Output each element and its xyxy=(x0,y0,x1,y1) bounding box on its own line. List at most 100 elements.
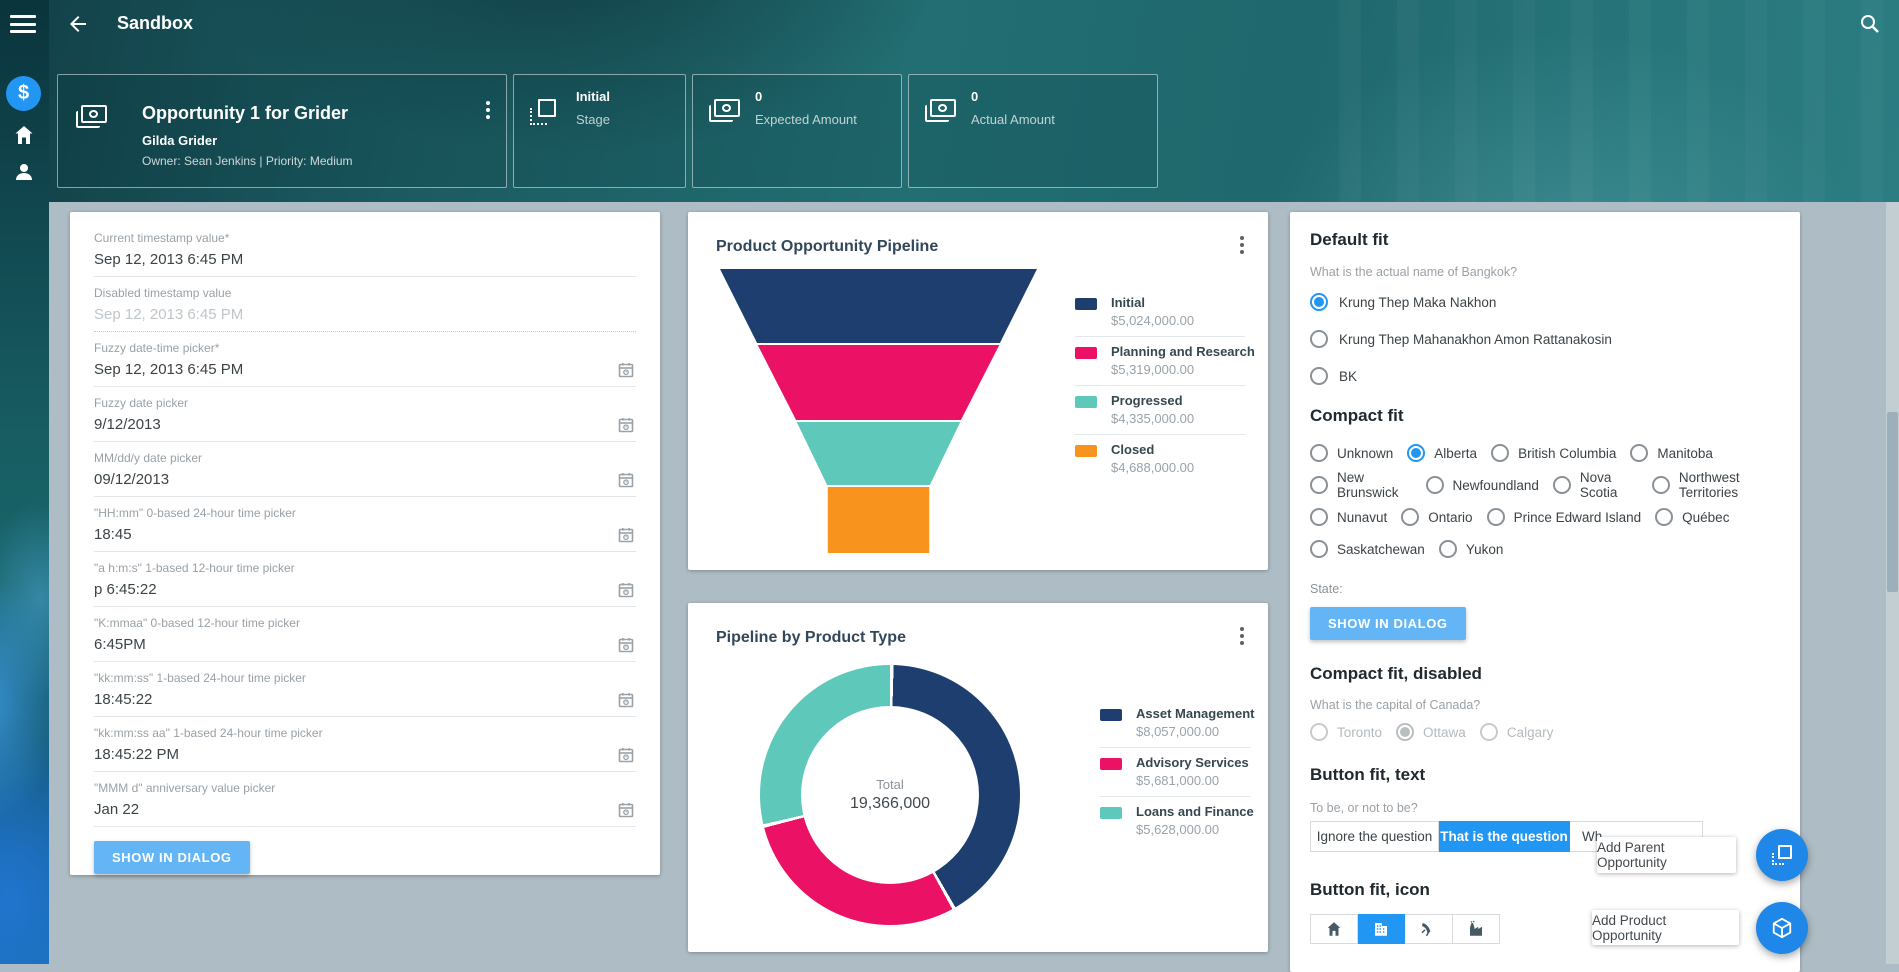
donut-chart[interactable]: Total 19,366,000 xyxy=(760,665,1020,925)
radio-ottawa: Ottawa xyxy=(1396,721,1466,743)
picker-label: MM/dd/y date picker xyxy=(94,451,203,465)
compact-fit-disabled-heading: Compact fit, disabled xyxy=(1310,664,1482,683)
radio-krung-thep-mahanakhon[interactable]: Krung Thep Mahanakhon Amon Rattanakosin xyxy=(1310,327,1780,351)
radio-nova-scotia[interactable]: Nova Scotia xyxy=(1552,470,1638,500)
calendar-icon[interactable] xyxy=(618,472,634,488)
person-icon[interactable] xyxy=(12,160,36,184)
radio-prince-edward-island[interactable]: Prince Edward Island xyxy=(1486,506,1641,528)
back-arrow-icon[interactable] xyxy=(66,12,90,36)
calendar-icon[interactable] xyxy=(618,692,634,708)
calendar-icon[interactable] xyxy=(618,637,634,653)
home-icon[interactable] xyxy=(12,123,36,147)
legend-item[interactable]: Advisory Services $5,681,000.00 xyxy=(1100,747,1250,796)
show-in-dialog-button[interactable]: SHOW IN DIALOG xyxy=(1310,607,1466,640)
picker-value[interactable]: Sep 12, 2013 6:45 PM xyxy=(94,251,244,268)
radio-yukon[interactable]: Yukon xyxy=(1438,538,1503,560)
calendar-icon[interactable] xyxy=(618,582,634,598)
factory-icon-button[interactable] xyxy=(1452,914,1500,944)
opportunity-summary-card: Opportunity 1 for Grider Gilda Grider Ow… xyxy=(57,74,507,188)
picker-field[interactable]: Fuzzy date-time picker* Sep 12, 2013 6:45… xyxy=(94,332,636,387)
office-building-icon-button[interactable] xyxy=(1357,914,1405,944)
picker-field[interactable]: "K:mmaa" 0-based 12-hour time picker 6:45… xyxy=(94,607,636,662)
radio-ontario[interactable]: Ontario xyxy=(1401,506,1473,528)
legend-label: Closed xyxy=(1111,442,1155,457)
scrollbar-thumb[interactable] xyxy=(1887,412,1898,592)
add-product-opportunity-fab[interactable] xyxy=(1756,902,1808,954)
radio-northwest-territories[interactable]: Northwest Territories xyxy=(1651,470,1780,500)
home-icon-button[interactable] xyxy=(1310,914,1358,944)
calendar-icon[interactable] xyxy=(618,747,634,763)
add-parent-opportunity-button[interactable]: Add Parent Opportunity xyxy=(1597,837,1736,873)
funnel-segment[interactable] xyxy=(720,269,1037,343)
picker-field[interactable]: "kk:mm:ss" 1-based 24-hour time picker 18… xyxy=(94,662,636,717)
picker-value[interactable]: 18:45:22 PM xyxy=(94,746,180,763)
radio-quebec[interactable]: Québec xyxy=(1655,506,1729,528)
picker-label: "kk:mm:ss" 1-based 24-hour time picker xyxy=(94,671,306,685)
calendar-icon[interactable] xyxy=(618,527,634,543)
picker-field[interactable]: "HH:mm" 0-based 24-hour time picker 18:45 xyxy=(94,497,636,552)
radio-unknown[interactable]: Unknown xyxy=(1310,442,1393,464)
picker-field[interactable]: "kk:mm:ss aa" 1-based 24-hour time picke… xyxy=(94,717,636,772)
legend-label: Planning and Research xyxy=(1111,344,1255,359)
picker-field[interactable]: MM/dd/y date picker 09/12/2013 xyxy=(94,442,636,497)
legend-item[interactable]: Loans and Finance $5,628,000.00 xyxy=(1100,796,1254,845)
stage-stat-card: Initial Stage xyxy=(513,74,686,188)
more-options-icon[interactable] xyxy=(486,101,490,119)
money-icon xyxy=(709,99,741,123)
radio-british-columbia[interactable]: British Columbia xyxy=(1491,442,1616,464)
radio-manitoba[interactable]: Manitoba xyxy=(1630,442,1713,464)
calendar-icon[interactable] xyxy=(618,417,634,433)
legend-chip xyxy=(1100,758,1122,770)
picker-value[interactable]: Jan 22 xyxy=(94,801,140,818)
picker-field[interactable]: Current timestamp value* Sep 12, 2013 6:4… xyxy=(94,222,636,277)
legend-item[interactable]: Initial $5,024,000.00 xyxy=(1075,288,1245,336)
radio-newfoundland[interactable]: Newfoundland xyxy=(1425,474,1539,496)
legend-item[interactable]: Progressed $4,335,000.00 xyxy=(1075,385,1245,434)
picker-value[interactable]: 9/12/2013 xyxy=(94,416,161,433)
search-icon[interactable] xyxy=(1858,12,1882,36)
calendar-icon[interactable] xyxy=(618,362,634,378)
calendar-icon[interactable] xyxy=(618,802,634,818)
funnel-segment[interactable] xyxy=(796,422,961,485)
picker-field[interactable]: "a h:m:s" 1-based 12-hour time picker p 6… xyxy=(94,552,636,607)
page-scrollbar[interactable] xyxy=(1886,202,1899,964)
picker-value[interactable]: Sep 12, 2013 6:45 PM xyxy=(94,361,244,378)
dollar-avatar-icon[interactable]: $ xyxy=(6,76,41,111)
show-in-dialog-button[interactable]: SHOW IN DIALOG xyxy=(94,841,250,874)
menu-icon[interactable] xyxy=(10,15,36,33)
picker-value[interactable]: 18:45 xyxy=(94,526,132,543)
funnel-segment[interactable] xyxy=(757,345,1000,420)
funnel-chart[interactable] xyxy=(720,269,1037,557)
radio-nunavut[interactable]: Nunavut xyxy=(1310,506,1387,528)
picker-field[interactable]: "MMM d" anniversary value picker Jan 22 xyxy=(94,772,636,827)
donut-total-value: 19,366,000 xyxy=(849,795,931,812)
picker-label: "HH:mm" 0-based 24-hour time picker xyxy=(94,506,296,520)
radio-toronto: Toronto xyxy=(1310,721,1382,743)
more-options-icon[interactable] xyxy=(1240,236,1244,254)
radio-alberta[interactable]: Alberta xyxy=(1407,442,1477,464)
picker-field[interactable]: Fuzzy date picker 9/12/2013 xyxy=(94,387,636,442)
radio-bk[interactable]: BK xyxy=(1310,364,1780,388)
radio-saskatchewan[interactable]: Saskatchewan xyxy=(1310,538,1425,560)
segment-ignore-the-question[interactable]: Ignore the question xyxy=(1310,821,1439,852)
legend-item[interactable]: Planning and Research $5,319,000.00 xyxy=(1075,336,1255,385)
radio-krung-thep-maka-nakhon[interactable]: Krung Thep Maka Nakhon xyxy=(1310,290,1780,314)
picker-value[interactable]: 09/12/2013 xyxy=(94,471,170,488)
add-parent-opportunity-fab[interactable] xyxy=(1756,829,1808,881)
funnel-segment[interactable] xyxy=(827,487,930,553)
add-product-opportunity-button[interactable]: Add Product Opportunity xyxy=(1592,910,1739,945)
text-button-group: Ignore the question That is the question… xyxy=(1310,821,1703,852)
legend-item[interactable]: Closed $4,688,000.00 xyxy=(1075,434,1245,483)
legend-item[interactable]: Asset Management $8,057,000.00 xyxy=(1100,699,1254,747)
picker-value[interactable]: p 6:45:22 xyxy=(94,581,157,598)
picker-label: "K:mmaa" 0-based 12-hour time picker xyxy=(94,616,300,630)
header-photo-band xyxy=(0,0,1899,202)
picker-value[interactable]: 6:45PM xyxy=(94,636,146,653)
satellite-dish-icon-button[interactable] xyxy=(1405,914,1453,944)
donut-center: Total 19,366,000 xyxy=(801,706,979,884)
segment-that-is-the-question[interactable]: That is the question xyxy=(1439,821,1570,852)
more-options-icon[interactable] xyxy=(1240,627,1244,645)
picker-label: Fuzzy date picker xyxy=(94,396,189,410)
radio-new-brunswick[interactable]: New Brunswick xyxy=(1310,470,1412,500)
picker-value[interactable]: 18:45:22 xyxy=(94,691,153,708)
